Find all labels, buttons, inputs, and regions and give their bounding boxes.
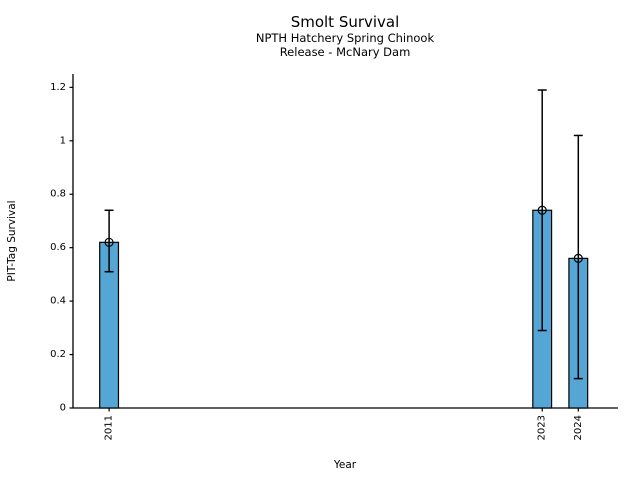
- y-tick-label: 1: [60, 135, 66, 146]
- error-bars-layer: [104, 89, 583, 380]
- y-tick-label: 0.8: [50, 189, 66, 200]
- y-tick-label: 0.6: [50, 242, 66, 253]
- point-marker-2023: [537, 205, 547, 215]
- point-marker-2011: [104, 237, 114, 247]
- y-tick-label: 0.2: [50, 349, 66, 360]
- x-tick-label: 2024: [573, 415, 584, 440]
- axes-layer: 0 0.2 0.4 0.6 0.8 1 1.2 2011 2023 2024: [50, 74, 618, 440]
- y-tick-label: 1.2: [50, 82, 66, 93]
- chart-subtitle-line1: NPTH Hatchery Spring Chinook: [256, 31, 435, 45]
- point-marker-2024: [573, 253, 583, 263]
- y-tick-label: 0: [60, 403, 66, 414]
- y-tick-label: 0.4: [50, 296, 66, 307]
- chart-title: Smolt Survival: [291, 13, 400, 31]
- chart-subtitle-line2: Release - McNary Dam: [280, 45, 411, 59]
- x-tick-label: 2023: [537, 415, 548, 440]
- bars-layer: [99, 209, 589, 409]
- x-tick-label: 2011: [104, 415, 115, 440]
- y-axis-label: PIT-Tag Survival: [6, 200, 18, 281]
- x-axis-label: Year: [333, 459, 357, 471]
